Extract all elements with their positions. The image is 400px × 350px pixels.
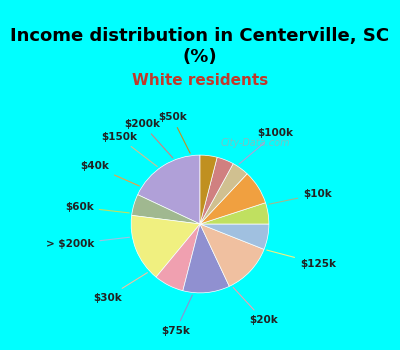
Text: $150k: $150k — [101, 132, 157, 167]
Text: $10k: $10k — [269, 189, 332, 204]
Wedge shape — [131, 215, 200, 277]
Text: $40k: $40k — [80, 161, 139, 186]
Wedge shape — [200, 157, 233, 224]
Text: City-Data.com: City-Data.com — [221, 138, 290, 148]
Text: $125k: $125k — [267, 250, 336, 268]
Wedge shape — [200, 203, 269, 224]
Wedge shape — [200, 164, 247, 224]
Wedge shape — [200, 224, 264, 286]
Text: White residents: White residents — [132, 73, 268, 88]
Text: $20k: $20k — [233, 287, 278, 325]
Text: $50k: $50k — [158, 112, 190, 153]
Text: $75k: $75k — [161, 295, 192, 336]
Wedge shape — [183, 224, 229, 293]
Wedge shape — [138, 155, 200, 224]
Text: $200k: $200k — [124, 119, 173, 158]
Wedge shape — [200, 224, 269, 249]
Text: $100k: $100k — [239, 128, 294, 164]
Text: Income distribution in Centerville, SC
(%): Income distribution in Centerville, SC (… — [10, 27, 390, 66]
Wedge shape — [200, 174, 266, 224]
Text: $60k: $60k — [65, 202, 129, 213]
Text: $30k: $30k — [93, 273, 148, 303]
Wedge shape — [132, 195, 200, 224]
Wedge shape — [200, 155, 217, 224]
Wedge shape — [156, 224, 200, 291]
Text: > $200k: > $200k — [46, 237, 130, 249]
